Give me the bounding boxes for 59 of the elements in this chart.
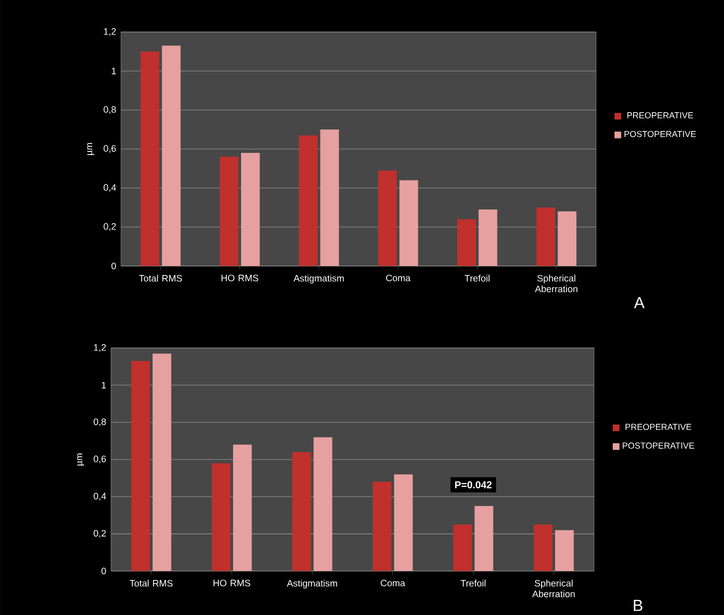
bar [220,156,238,266]
bar [233,444,252,571]
bar [453,524,472,571]
x-tick-label: Spherical Aberration [532,580,575,598]
x-tick-label: HO RMS [214,580,250,586]
bar [140,51,160,266]
bar [478,209,498,266]
bar [399,180,418,266]
bar [152,353,172,571]
y-tick-label: 0,4 [94,492,106,500]
y-tick-label: 1,2 [94,344,106,352]
x-tick-label: Spherical Aberration [534,274,578,292]
bar [212,463,230,571]
y-tick-label: 0,2 [94,530,106,538]
bar [292,452,311,571]
bar [536,207,556,266]
x-tick-label: Astigmatism [294,274,344,284]
y-tick-label: 0,2 [104,223,116,231]
y-tick-label: 0,6 [94,456,106,464]
bar [394,474,413,571]
x-tick-label: Astigmatism [286,580,338,588]
legend-label: POSTOPERATIVE [622,442,694,449]
x-tick-label: Coma [380,580,406,586]
bar [474,506,494,571]
bar [457,219,476,266]
y-axis-title: µm [87,142,94,155]
bar [314,437,332,571]
legend-label: POSTOPERATIVE [624,130,696,137]
x-tick-label: Total RMS [139,274,182,282]
bar [378,170,397,266]
bar [298,135,318,266]
x-tick-label: Total RMS [130,580,173,586]
bar [131,360,150,571]
y-tick-label: 0,8 [104,106,116,114]
legend-label: PREOPERATIVE [626,424,692,430]
text: A [634,296,645,308]
bar [555,530,574,571]
y-tick-label: 0 [101,568,106,574]
legend-label: PREOPERATIVE [627,112,694,118]
x-tick-label: Trefoil [464,274,490,282]
x-tick-label: HO RMS [222,274,258,282]
y-tick-label: 1 [102,382,106,388]
bar [162,45,181,266]
x-tick-label: Trefoil [460,580,486,586]
bar [372,482,392,571]
bar [320,129,339,266]
y-tick-label: 0,8 [94,418,106,426]
x-tick-label: Coma [386,274,411,282]
y-tick-label: 0,4 [104,184,116,192]
y-axis-title: µm [77,453,84,466]
bar [558,211,576,266]
bar [241,152,260,266]
y-tick-label: 1,2 [104,28,116,36]
annotation: P=0.042 [455,481,492,488]
y-tick-label: 0 [111,262,116,270]
bar [534,524,552,571]
y-tick-label: 1 [112,68,116,74]
y-tick-label: 0,6 [104,145,116,153]
text: B [634,600,642,611]
